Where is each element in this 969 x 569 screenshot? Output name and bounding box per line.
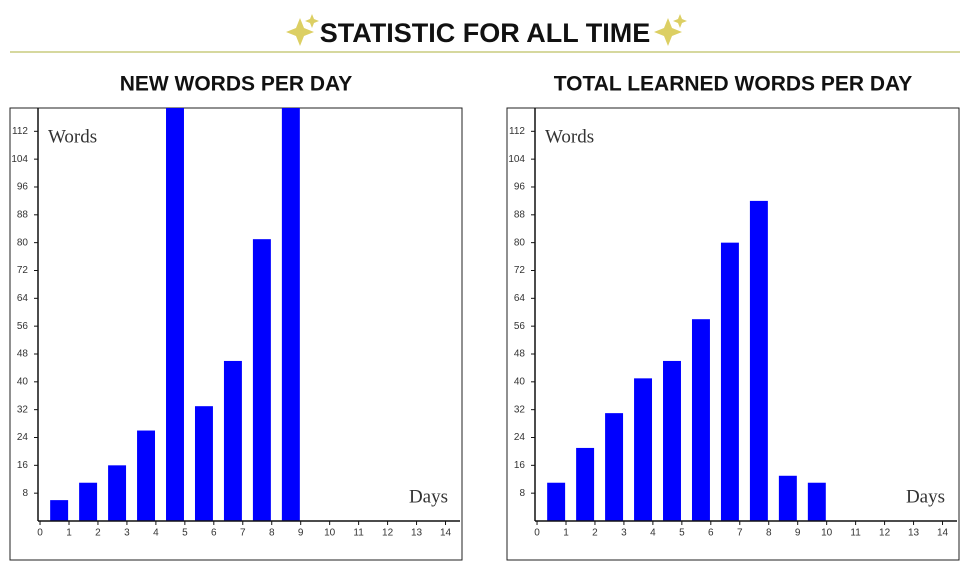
y-tick-label: 112 [509,126,525,137]
x-axis-label: Days [906,486,945,507]
y-tick-label: 104 [508,154,525,165]
x-tick-label: 2 [592,528,598,539]
y-tick-label: 72 [17,265,29,276]
bar [605,413,624,521]
bar [691,319,710,521]
y-tick-label: 88 [17,209,29,220]
bar [50,500,69,521]
y-tick-label: 32 [514,404,526,415]
x-tick-label: 12 [382,528,394,539]
y-tick-label: 80 [514,237,526,248]
y-tick-label: 80 [17,237,29,248]
x-tick-label: 14 [440,528,452,539]
y-tick-label: 24 [514,432,526,443]
sparkle [286,14,319,46]
bar [663,360,681,521]
sparkle [654,14,687,46]
bar [79,482,98,521]
x-tick-label: 14 [937,528,949,539]
x-tick-label: 9 [298,528,304,539]
bar [634,378,653,521]
y-tick-label: 40 [17,376,29,387]
x-tick-label: 12 [879,528,891,539]
chart-frame [9,107,463,561]
x-tick-label: 10 [821,528,833,539]
x-tick-label: 3 [621,528,627,539]
x-tick-label: 13 [411,528,423,539]
x-tick-label: 11 [850,528,861,539]
x-tick-label: 8 [766,528,772,539]
y-tick-label: 56 [514,321,526,332]
bar [576,447,595,521]
bar [807,482,826,521]
x-tick-label: 5 [679,528,685,539]
bar [194,406,213,521]
plot [50,108,300,521]
y-tick-label: 96 [514,182,526,193]
y-tick-label: 8 [519,488,525,499]
y-tick-label: 8 [22,488,28,499]
bar [166,108,184,521]
plot [547,200,826,521]
bar [108,465,127,521]
x-tick-label: 11 [353,528,364,539]
bar [137,430,156,521]
bar [252,239,271,521]
chart-title: TOTAL LEARNED WORDS PER DAY [554,73,913,96]
x-tick-label: 4 [153,528,159,539]
y-tick-label: 56 [17,321,29,332]
x-tick-label: 0 [534,528,540,539]
page-title: STATISTIC FOR ALL TIME [320,18,650,48]
y-tick-label: 16 [514,460,526,471]
x-tick-label: 10 [324,528,336,539]
y-tick-label: 48 [514,349,526,360]
y-tick-label: 96 [17,182,29,193]
y-tick-label: 16 [17,460,29,471]
y-tick-label: 32 [17,404,29,415]
y-tick-label: 48 [17,349,29,360]
x-tick-label: 1 [563,528,569,539]
y-tick-label: 72 [514,265,526,276]
bar [547,482,566,521]
y-tick-label: 64 [514,293,526,304]
y-tick-label: 64 [17,293,29,304]
x-tick-label: 8 [269,528,275,539]
x-tick-label: 0 [37,528,43,539]
y-tick-label: 88 [514,209,526,220]
y-tick-label: 112 [12,126,28,137]
x-tick-label: 13 [908,528,920,539]
y-tick-label: 104 [11,154,28,165]
y-axis-label: Words [545,126,594,147]
bar [223,360,242,521]
x-axis-label: Days [409,486,448,507]
y-tick-label: 40 [514,376,526,387]
x-tick-label: 7 [240,528,246,539]
x-tick-label: 5 [182,528,188,539]
bar [720,242,739,521]
y-tick-label: 24 [17,432,29,443]
x-tick-label: 9 [795,528,801,539]
x-tick-label: 1 [66,528,72,539]
x-tick-label: 4 [650,528,656,539]
x-tick-label: 6 [708,528,714,539]
x-tick-label: 3 [124,528,130,539]
chart-frame [506,107,960,561]
y-axis-label: Words [48,126,97,147]
x-tick-label: 7 [737,528,743,539]
bar [281,108,300,521]
bar [778,475,797,521]
chart-title: NEW WORDS PER DAY [120,73,353,96]
bar [749,200,768,521]
x-tick-label: 2 [95,528,101,539]
x-tick-label: 6 [211,528,217,539]
